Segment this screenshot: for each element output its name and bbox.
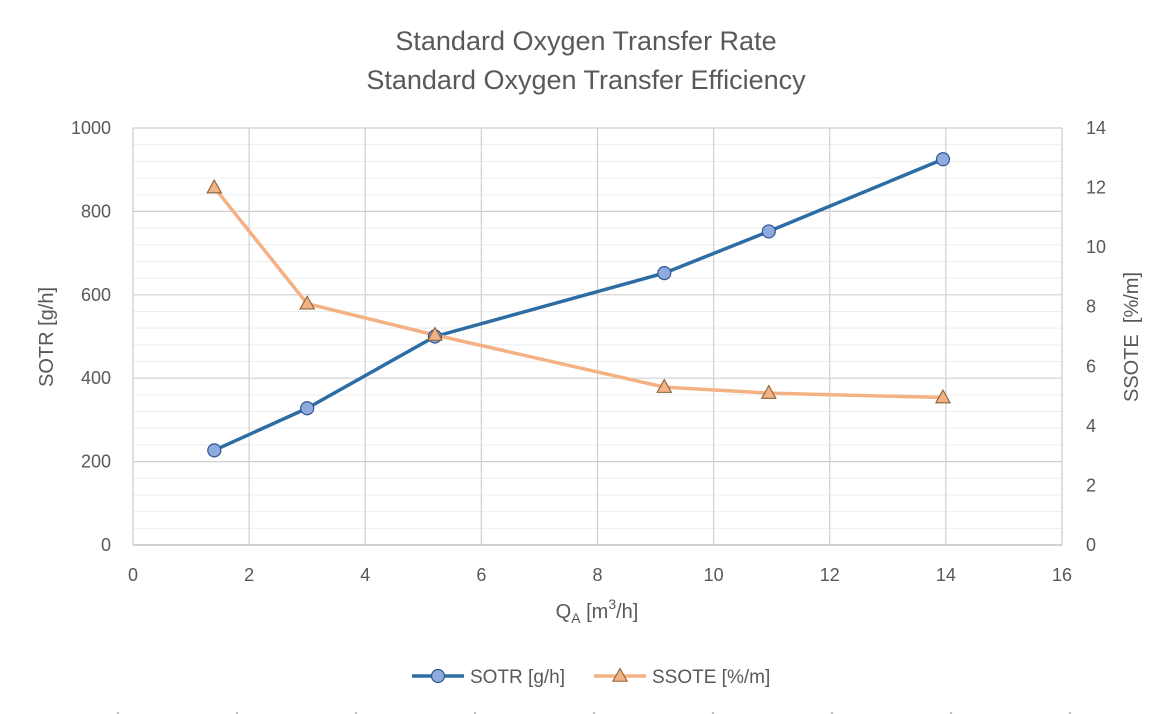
ssote-point <box>299 295 316 310</box>
border-dot <box>949 711 953 714</box>
x-tick-label: 10 <box>704 565 724 585</box>
x-tick-label: 0 <box>128 565 138 585</box>
border-dot <box>116 711 120 714</box>
y2-axis-title: SSOTE [%/m] <box>1121 272 1143 402</box>
sotr-point <box>207 443 222 458</box>
border-dot <box>354 711 358 714</box>
plot-area <box>132 128 1063 546</box>
x-axis-tick-labels: 0 2 4 6 8 10 12 14 16 <box>128 565 1072 585</box>
y2-tick-label: 6 <box>1086 356 1096 376</box>
y-tick-label: 200 <box>81 452 111 472</box>
legend-label-sotr: SOTR [g/h] <box>470 667 565 688</box>
x-tick-label: 12 <box>820 565 840 585</box>
border-dot <box>473 711 477 714</box>
y2-tick-label: 12 <box>1086 178 1106 198</box>
y-axis-title: SOTR [g/h] <box>36 287 58 387</box>
chart-title-line-2: Standard Oxygen Transfer Efficiency <box>366 65 806 95</box>
series-line-sotr <box>212 157 945 453</box>
major-gridlines <box>132 127 1063 546</box>
x-axis-title: QA [m3/h] <box>556 596 639 626</box>
legend: SOTR [g/h] SSOTE [%/m] <box>412 667 770 688</box>
legend-marker-triangle <box>611 667 629 682</box>
bottom-border-dots <box>116 711 1072 714</box>
y-tick-label: 0 <box>101 535 111 555</box>
y-tick-label: 400 <box>81 368 111 388</box>
y-tick-label: 800 <box>81 201 111 221</box>
ssote-point <box>426 326 443 341</box>
border-dot <box>1068 711 1072 714</box>
ssote-point <box>656 378 673 393</box>
legend-marker-circle <box>430 668 446 684</box>
y2-axis-tick-labels: 0 2 4 6 8 10 12 14 <box>1086 118 1106 555</box>
border-dot <box>592 711 596 714</box>
y-axis-tick-labels: 0 200 400 600 800 1000 <box>71 118 111 555</box>
ssote-point <box>934 388 952 404</box>
y2-tick-label: 14 <box>1086 118 1106 138</box>
y2-tick-label: 4 <box>1086 416 1096 436</box>
x-tick-label: 4 <box>360 565 370 585</box>
chart-title-line-1: Standard Oxygen Transfer Rate <box>395 26 776 56</box>
x-tick-label: 8 <box>592 565 602 585</box>
border-dot <box>235 711 239 714</box>
y2-tick-label: 0 <box>1086 535 1096 555</box>
legend-label-ssote: SSOTE [%/m] <box>652 667 770 688</box>
chart-title: Standard Oxygen Transfer Rate Standard O… <box>366 26 806 95</box>
y2-tick-label: 2 <box>1086 475 1096 495</box>
y2-tick-label: 8 <box>1086 297 1096 317</box>
sotr-point <box>761 224 776 239</box>
sotr-point <box>935 152 951 167</box>
y2-tick-label: 10 <box>1086 237 1106 257</box>
series-line-ssote <box>212 185 945 400</box>
x-tick-label: 16 <box>1052 565 1072 585</box>
y-tick-label: 1000 <box>71 118 111 138</box>
x-tick-label: 14 <box>936 565 956 585</box>
data-series <box>206 152 952 458</box>
border-dot <box>711 711 715 714</box>
ssote-point <box>760 384 777 399</box>
y-tick-label: 600 <box>81 285 111 305</box>
x-tick-label: 2 <box>244 565 254 585</box>
ssote-point <box>206 178 223 194</box>
sotr-point <box>657 266 672 281</box>
sotr-point <box>300 401 315 416</box>
x-tick-label: 6 <box>476 565 486 585</box>
border-dot <box>830 711 834 714</box>
